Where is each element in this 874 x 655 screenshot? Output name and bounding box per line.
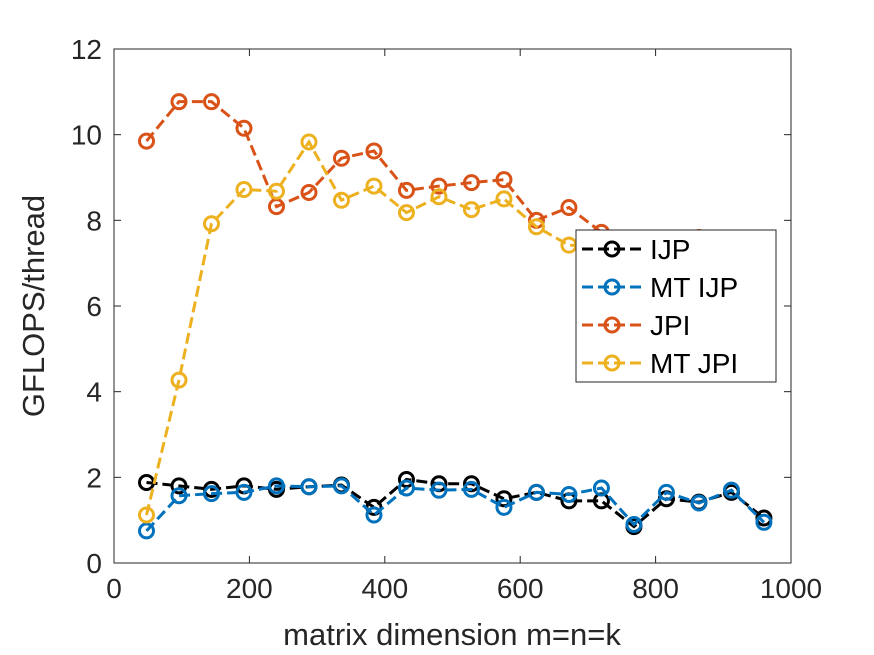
data-point-jpi (202, 93, 220, 111)
data-point-jpi (495, 171, 513, 189)
y-tick-label: 0 (86, 548, 102, 579)
data-point-mt-jpi (332, 191, 350, 209)
legend-swatch-marker (603, 354, 621, 372)
legend-label: MT JPI (650, 348, 738, 379)
data-point-mt-ijp (430, 481, 448, 499)
data-point-jpi (430, 177, 448, 195)
data-point-mt-jpi (137, 506, 155, 524)
legend-swatch-marker (603, 240, 621, 258)
data-point-mt-ijp (657, 483, 675, 501)
data-point-mt-jpi (235, 180, 253, 198)
data-point-jpi (462, 174, 480, 192)
legend-label: MT IJP (650, 272, 738, 303)
data-point-mt-jpi (527, 218, 545, 236)
y-tick-label: 4 (86, 377, 102, 408)
legend-item-jpi: JPI (582, 310, 690, 341)
data-point-mt-ijp (170, 487, 188, 505)
data-point-mt-jpi (170, 371, 188, 389)
legend-swatch-marker (603, 316, 621, 334)
x-axis-label: matrix dimension m=n=k (283, 617, 621, 652)
data-point-mt-ijp (722, 481, 740, 499)
data-point-jpi (332, 149, 350, 167)
tick-layer: 0 200 400 600 800 1000 0 2 4 6 8 10 12 (71, 34, 822, 604)
data-point-mt-jpi (202, 215, 220, 233)
y-tick-label: 8 (86, 205, 102, 236)
data-point-mt-jpi (267, 182, 285, 200)
data-point-mt-ijp (300, 478, 318, 496)
data-point-mt-ijp (495, 498, 513, 516)
data-point-jpi (365, 142, 383, 160)
y-tick-label: 12 (71, 34, 102, 65)
data-point-mt-ijp (755, 513, 773, 531)
data-point-jpi (235, 119, 253, 137)
x-tick-label: 800 (632, 573, 679, 604)
legend-label: IJP (650, 234, 690, 265)
data-point-mt-jpi (430, 188, 448, 206)
data-point-mt-jpi (365, 177, 383, 195)
x-tick-label: 0 (106, 573, 122, 604)
data-point-jpi (137, 132, 155, 150)
x-tick-label: 200 (226, 573, 273, 604)
data-point-mt-ijp (137, 522, 155, 540)
series-line-mt-jpi (145, 139, 764, 516)
data-point-mt-ijp (462, 480, 480, 498)
legend-item-ijp: IJP (582, 234, 690, 265)
legend-swatch-marker (603, 278, 621, 296)
x-tick-label: 400 (361, 573, 408, 604)
data-point-mt-ijp (332, 477, 350, 495)
x-tick-label: 1000 (760, 573, 822, 604)
data-point-mt-ijp (235, 483, 253, 501)
y-tick-label: 6 (86, 291, 102, 322)
data-point-mt-jpi (300, 133, 318, 151)
data-point-mt-jpi (462, 201, 480, 219)
data-point-mt-ijp (267, 477, 285, 495)
data-point-mt-ijp (690, 494, 708, 512)
legend: IJP MT IJP JPI MT JPI (575, 229, 777, 383)
data-point-mt-ijp (397, 479, 415, 497)
data-point-mt-ijp (592, 479, 610, 497)
y-tick-label: 10 (71, 120, 102, 151)
data-point-mt-ijp (365, 506, 383, 524)
data-point-ijp (397, 470, 415, 488)
legend-item-mt-jpi: MT JPI (582, 348, 738, 379)
data-point-jpi (397, 181, 415, 199)
series-mt-ijp (137, 477, 773, 540)
data-point-mt-ijp (625, 515, 643, 533)
legend-label: JPI (650, 310, 690, 341)
y-tick-label: 2 (86, 462, 102, 493)
data-point-mt-jpi (397, 204, 415, 222)
data-point-jpi (560, 198, 578, 216)
x-tick-label: 600 (497, 573, 544, 604)
data-point-mt-ijp (202, 485, 220, 503)
data-point-mt-jpi (495, 190, 513, 208)
y-axis-label: GFLOPS/thread (16, 195, 51, 417)
data-point-jpi (170, 93, 188, 111)
data-point-mt-ijp (527, 483, 545, 501)
data-point-jpi (300, 183, 318, 201)
data-point-ijp (495, 490, 513, 508)
legend-item-mt-ijp: MT IJP (582, 272, 738, 303)
data-point-ijp (170, 477, 188, 495)
data-point-mt-ijp (560, 485, 578, 503)
